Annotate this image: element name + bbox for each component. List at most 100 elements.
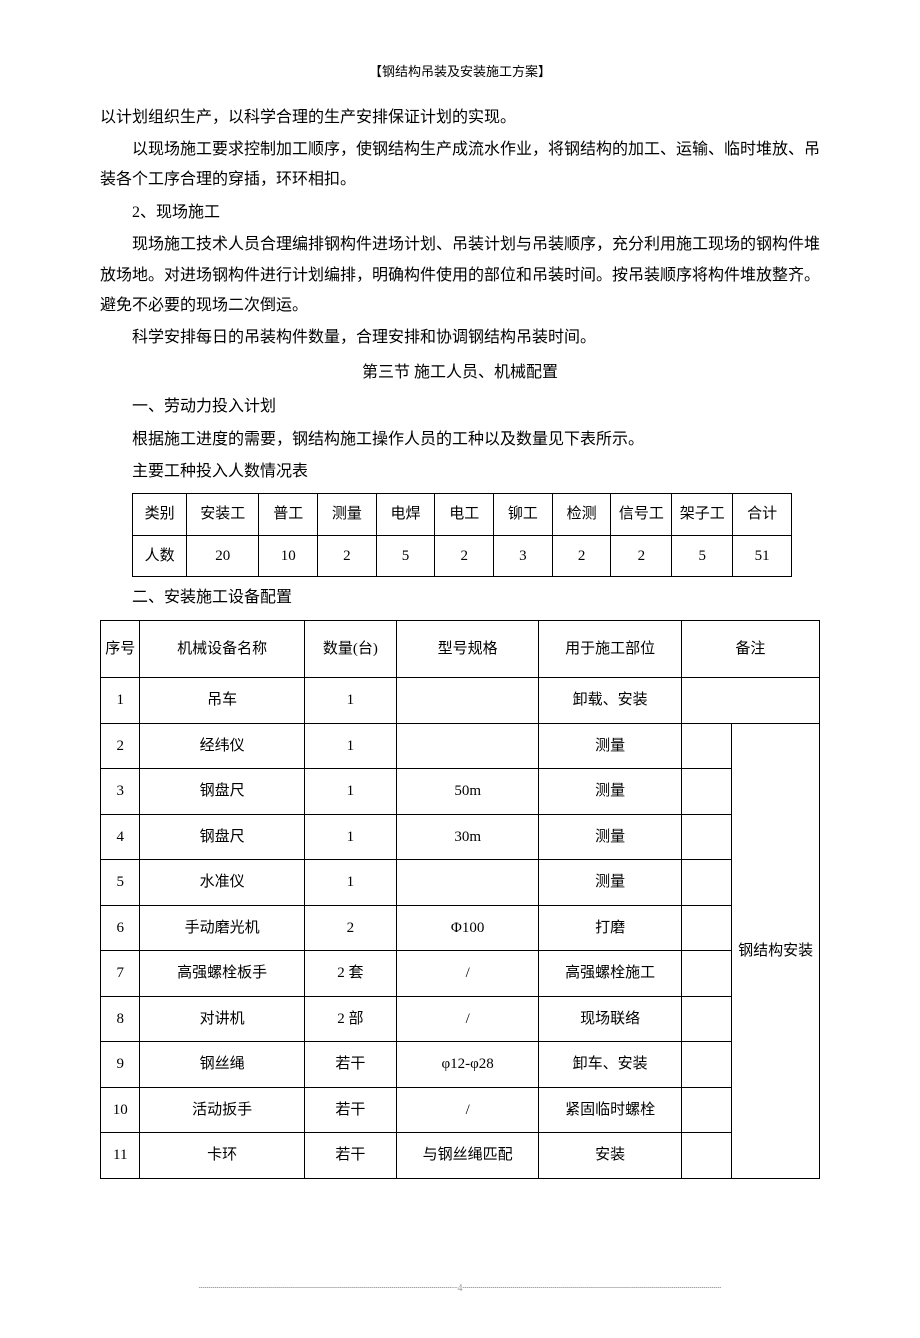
td-val: 3 (494, 535, 553, 577)
td-remark-merged: 钢结构安装 (732, 723, 820, 1178)
td-use: 安装 (539, 1133, 681, 1179)
th-spec: 型号规格 (396, 620, 538, 678)
td-spec: 与钢丝绳匹配 (396, 1133, 538, 1179)
table-row: 9 钢丝绳 若干 φ12-φ28 卸车、安装 (101, 1042, 820, 1088)
td-remark (681, 769, 731, 815)
th-installer: 安装工 (187, 494, 259, 536)
th-survey: 测量 (318, 494, 377, 536)
td-name: 经纬仪 (140, 723, 304, 769)
td-spec: φ12-φ28 (396, 1042, 538, 1088)
td-val: 5 (376, 535, 435, 577)
td-seq: 4 (101, 814, 140, 860)
paragraph-1: 以计划组织生产，以科学合理的生产安排保证计划的实现。 (100, 103, 820, 133)
td-qty: 若干 (304, 1087, 396, 1133)
td-val: 2 (318, 535, 377, 577)
td-qty: 2 部 (304, 996, 396, 1042)
page-footer: ┄┄┄┄┄┄┄┄┄┄┄┄┄┄┄┄┄┄┄┄┄┄┄┄┄┄┄┄┄┄┄┄┄┄┄┄┄┄┄┄… (100, 1279, 820, 1298)
th-seq: 序号 (101, 620, 140, 678)
td-use: 紧固临时螺栓 (539, 1087, 681, 1133)
td-remark (681, 723, 731, 769)
table-header-row: 序号 机械设备名称 数量(台) 型号规格 用于施工部位 备注 (101, 620, 820, 678)
th-total: 合计 (733, 494, 792, 536)
paragraph-3: 2、现场施工 (100, 198, 820, 228)
td-remark (681, 905, 731, 951)
td-remark (681, 678, 819, 724)
td-qty: 1 (304, 860, 396, 906)
document-header-title: 【钢结构吊装及安装施工方案】 (100, 60, 820, 85)
th-scaffold: 架子工 (672, 494, 733, 536)
td-spec: / (396, 951, 538, 997)
td-use: 高强螺栓施工 (539, 951, 681, 997)
table-row: 8 对讲机 2 部 / 现场联络 (101, 996, 820, 1042)
th-use: 用于施工部位 (539, 620, 681, 678)
td-remark (681, 814, 731, 860)
th-rivet: 铆工 (494, 494, 553, 536)
th-name: 机械设备名称 (140, 620, 304, 678)
td-name: 卡环 (140, 1133, 304, 1179)
td-use: 卸车、安装 (539, 1042, 681, 1088)
td-seq: 2 (101, 723, 140, 769)
equipment-table: 序号 机械设备名称 数量(台) 型号规格 用于施工部位 备注 1 吊车 1 卸载… (100, 620, 820, 1179)
td-use: 打磨 (539, 905, 681, 951)
td-use: 现场联络 (539, 996, 681, 1042)
th-qty: 数量(台) (304, 620, 396, 678)
td-name: 手动磨光机 (140, 905, 304, 951)
labor-table: 类别 安装工 普工 测量 电焊 电工 铆工 检测 信号工 架子工 合计 人数 2… (132, 493, 792, 577)
td-name: 高强螺栓板手 (140, 951, 304, 997)
heading-2: 二、安装施工设备配置 (100, 583, 820, 613)
td-val: 20 (187, 535, 259, 577)
th-electric: 电工 (435, 494, 494, 536)
td-val: 2 (611, 535, 672, 577)
table-row: 2 经纬仪 1 测量 钢结构安装 (101, 723, 820, 769)
th-general: 普工 (259, 494, 318, 536)
td-qty: 2 套 (304, 951, 396, 997)
th-remark: 备注 (681, 620, 819, 678)
td-seq: 3 (101, 769, 140, 815)
td-qty: 2 (304, 905, 396, 951)
td-seq: 6 (101, 905, 140, 951)
td-use: 测量 (539, 860, 681, 906)
table-row: 10 活动扳手 若干 / 紧固临时螺栓 (101, 1087, 820, 1133)
td-remark (681, 996, 731, 1042)
td-name: 活动扳手 (140, 1087, 304, 1133)
td-remark (681, 1042, 731, 1088)
td-label: 人数 (133, 535, 187, 577)
td-qty: 1 (304, 814, 396, 860)
td-val: 10 (259, 535, 318, 577)
heading-1: 一、劳动力投入计划 (100, 392, 820, 422)
td-spec (396, 723, 538, 769)
td-name: 对讲机 (140, 996, 304, 1042)
paragraph-2: 以现场施工要求控制加工顺序，使钢结构生产成流水作业，将钢结构的加工、运输、临时堆… (100, 135, 820, 196)
td-qty: 1 (304, 678, 396, 724)
td-qty: 1 (304, 769, 396, 815)
td-name: 钢盘尺 (140, 814, 304, 860)
td-name: 钢丝绳 (140, 1042, 304, 1088)
table-row: 11 卡环 若干 与钢丝绳匹配 安装 (101, 1133, 820, 1179)
td-val: 51 (733, 535, 792, 577)
paragraph-4: 现场施工技术人员合理编排钢构件进场计划、吊装计划与吊装顺序，充分利用施工现场的钢… (100, 230, 820, 321)
td-seq: 5 (101, 860, 140, 906)
td-seq: 1 (101, 678, 140, 724)
th-category: 类别 (133, 494, 187, 536)
td-val: 2 (435, 535, 494, 577)
td-use: 测量 (539, 723, 681, 769)
td-qty: 若干 (304, 1042, 396, 1088)
td-seq: 11 (101, 1133, 140, 1179)
td-spec (396, 678, 538, 724)
th-inspect: 检测 (552, 494, 611, 536)
td-remark (681, 1087, 731, 1133)
paragraph-5: 科学安排每日的吊装构件数量，合理安排和协调钢结构吊装时间。 (100, 323, 820, 353)
table-row: 5 水准仪 1 测量 (101, 860, 820, 906)
table-row: 7 高强螺栓板手 2 套 / 高强螺栓施工 (101, 951, 820, 997)
td-name: 水准仪 (140, 860, 304, 906)
td-use: 卸载、安装 (539, 678, 681, 724)
td-remark (681, 860, 731, 906)
td-remark (681, 1133, 731, 1179)
td-qty: 1 (304, 723, 396, 769)
td-qty: 若干 (304, 1133, 396, 1179)
section-title: 第三节 施工人员、机械配置 (100, 358, 820, 388)
td-spec: Φ100 (396, 905, 538, 951)
td-remark (681, 951, 731, 997)
td-seq: 7 (101, 951, 140, 997)
paragraph-6: 根据施工进度的需要，钢结构施工操作人员的工种以及数量见下表所示。 (100, 425, 820, 455)
